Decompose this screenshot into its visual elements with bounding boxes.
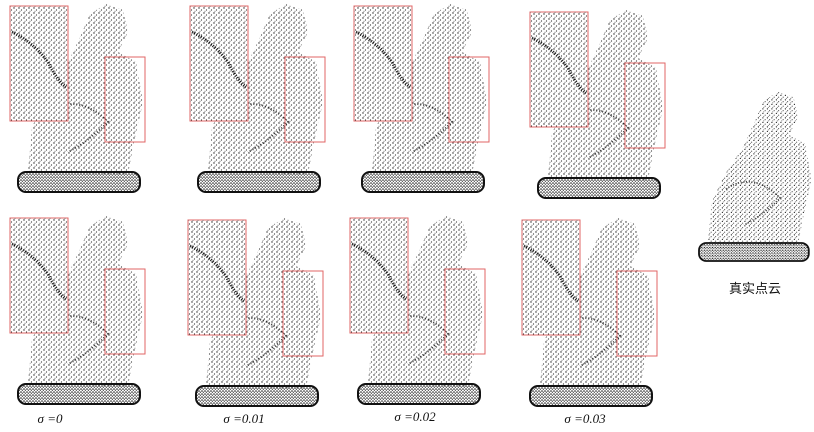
- figure: σ =0 σ =0.01 σ =0.02 σ =0.03 真实点云: [0, 0, 814, 432]
- panel-label: σ =0.02: [394, 409, 436, 424]
- point-cloud-panel: [522, 218, 657, 406]
- point-cloud-panel: [354, 4, 489, 192]
- ground-truth-cloud: [699, 92, 812, 261]
- point-cloud-panel: [190, 4, 325, 192]
- ground-truth-label: 真实点云: [729, 281, 781, 296]
- point-cloud-panel: [10, 4, 145, 192]
- point-cloud-panel: [10, 216, 145, 404]
- point-cloud-panel: [188, 218, 323, 406]
- panel-label: σ =0.01: [223, 411, 264, 426]
- panel-label: σ =0: [38, 411, 63, 426]
- panel-label: σ =0.03: [564, 411, 606, 426]
- point-cloud-panel: [350, 216, 485, 404]
- point-cloud-panel: [530, 10, 665, 198]
